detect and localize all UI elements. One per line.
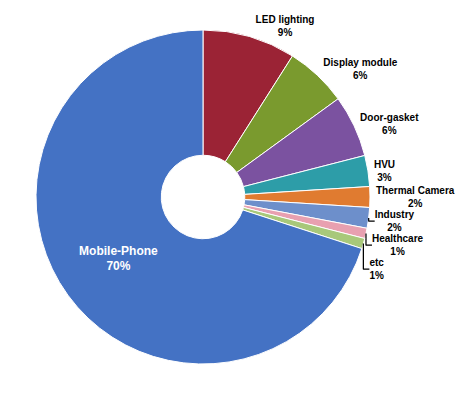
svg-text:Thermal Camera2%: Thermal Camera2% <box>376 185 455 209</box>
svg-text:Mobile-Phone70%: Mobile-Phone70% <box>79 244 158 274</box>
svg-text:HVU3%: HVU3% <box>374 159 395 183</box>
svg-text:Industry2%: Industry2% <box>375 209 415 233</box>
svg-text:LED lighting9%: LED lighting9% <box>256 14 315 38</box>
svg-text:Door-gasket6%: Door-gasket6% <box>360 112 419 136</box>
svg-text:etc1%: etc1% <box>369 257 384 281</box>
svg-text:Display module6%: Display module6% <box>323 57 397 81</box>
svg-text:Healthcare1%: Healthcare1% <box>372 233 424 257</box>
